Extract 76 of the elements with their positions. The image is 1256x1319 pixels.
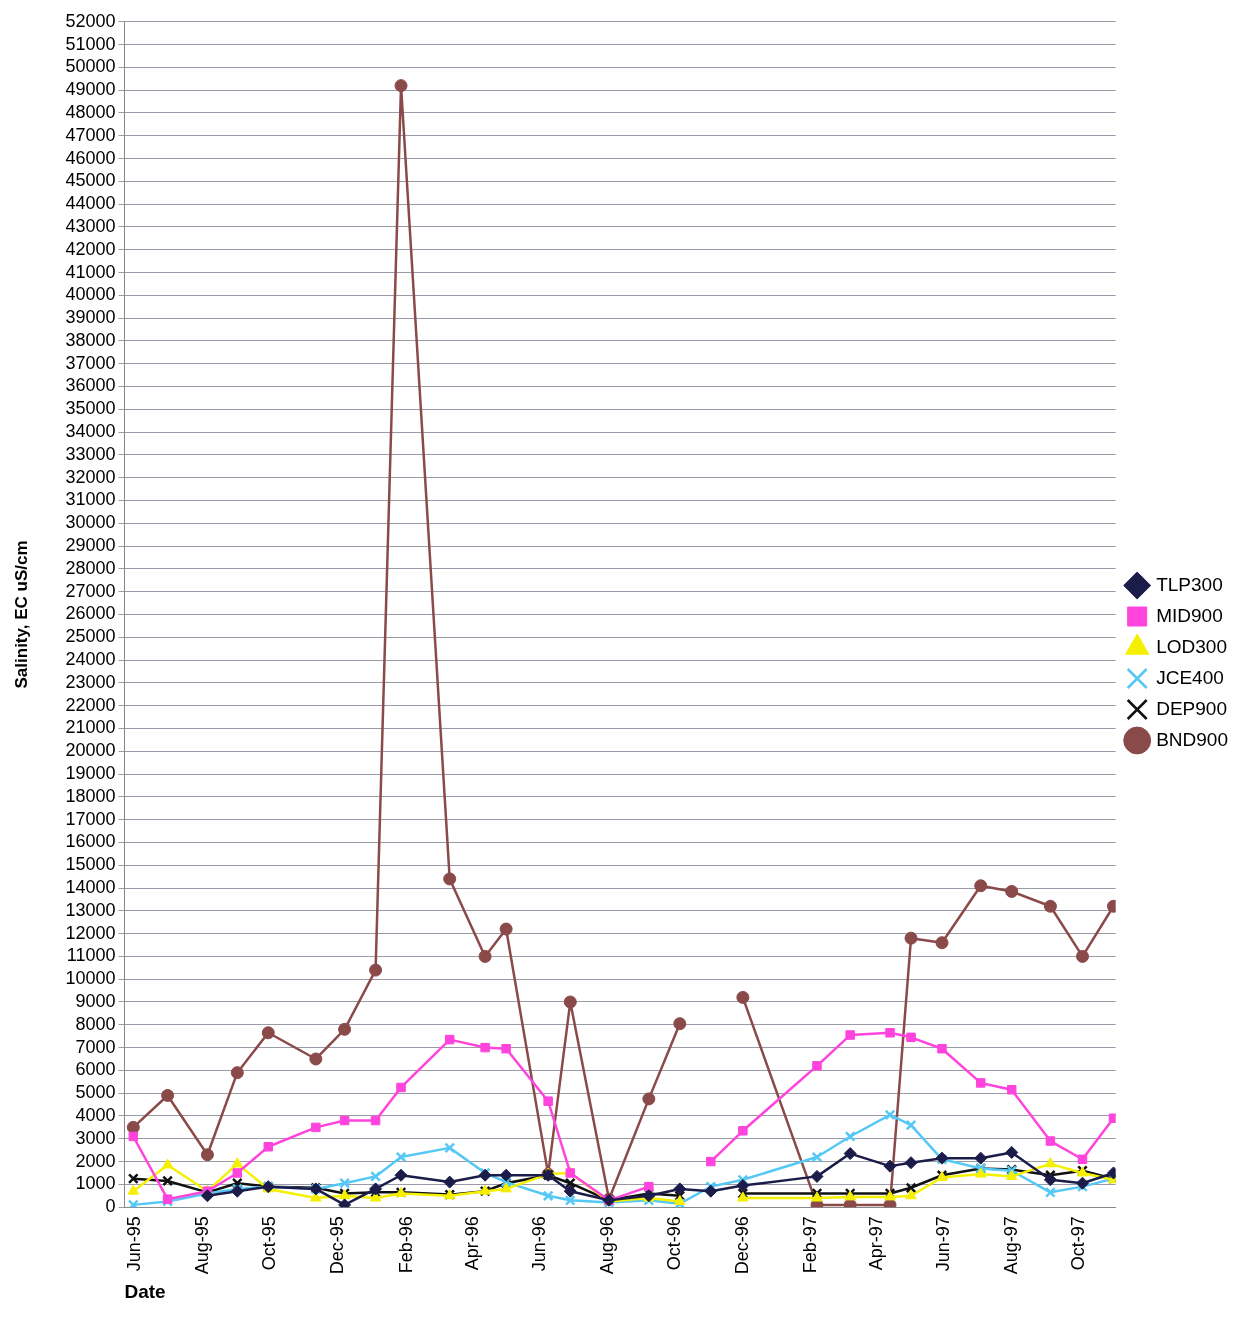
x-tick-label: Jun-96	[529, 1216, 550, 1272]
y-tick-label: 48000	[65, 101, 116, 122]
legend-label: LOD300	[1156, 635, 1227, 657]
y-tick-label: 7000	[75, 1036, 116, 1057]
y-tick-label: 6000	[75, 1059, 116, 1080]
legend-label: JCE400	[1156, 666, 1224, 688]
x-tick-label: Apr-97	[865, 1216, 886, 1271]
y-tick-label: 2000	[75, 1150, 116, 1171]
y-tick-label: 27000	[65, 580, 116, 601]
x-tick-label: Oct-96	[664, 1216, 685, 1271]
x-tick-label: Dec-95	[326, 1216, 347, 1275]
x-tick-label: Aug-95	[191, 1216, 212, 1275]
x-tick-label: Jun-95	[124, 1216, 145, 1272]
y-tick-label: 30000	[65, 512, 116, 533]
y-tick-label: 29000	[65, 535, 116, 556]
y-tick-label: 12000	[65, 922, 116, 943]
y-tick-label: 28000	[65, 557, 116, 578]
y-tick-label: 50000	[65, 56, 116, 77]
y-tick-label: 49000	[65, 79, 116, 100]
x-tick-label: Jun-97	[933, 1216, 954, 1272]
y-tick-label: 4000	[75, 1104, 116, 1125]
y-tick-label: 42000	[65, 238, 116, 259]
legend-label: DEP900	[1156, 697, 1227, 719]
y-tick-label: 35000	[65, 398, 116, 419]
x-tick-label: Apr-96	[461, 1216, 482, 1271]
y-tick-label: 43000	[65, 215, 116, 236]
y-tick-label: 19000	[65, 763, 116, 784]
y-tick-label: 44000	[65, 193, 116, 214]
y-tick-label: 38000	[65, 329, 116, 350]
y-tick-label: 20000	[65, 740, 116, 761]
y-tick-label: 15000	[65, 854, 116, 875]
y-tick-label: 18000	[65, 785, 116, 806]
y-tick-label: 25000	[65, 626, 116, 647]
legend-label: MID900	[1156, 604, 1223, 626]
y-tick-label: 51000	[65, 33, 116, 54]
y-tick-label: 5000	[75, 1082, 116, 1103]
y-tick-label: 47000	[65, 124, 116, 145]
y-tick-label: 32000	[65, 466, 116, 487]
y-tick-label: 0	[105, 1196, 116, 1217]
y-tick-label: 46000	[65, 147, 116, 168]
y-tick-label: 36000	[65, 375, 116, 396]
x-tick-label: Oct-95	[259, 1216, 280, 1271]
x-tick-label: Oct-97	[1068, 1216, 1089, 1271]
y-tick-label: 16000	[65, 831, 116, 852]
y-tick-label: 23000	[65, 671, 116, 692]
legend-label: BND900	[1156, 728, 1229, 750]
y-tick-label: 8000	[75, 1013, 116, 1034]
x-tick-label: Feb-96	[395, 1216, 416, 1274]
y-tick-label: 17000	[65, 808, 116, 829]
y-tick-label: 11000	[66, 945, 116, 966]
x-tick-label: Aug-97	[1000, 1216, 1021, 1275]
y-tick-label: 1000	[75, 1173, 116, 1194]
y-tick-label: 41000	[65, 261, 116, 282]
y-tick-label: 21000	[65, 717, 116, 738]
y-tick-label: 26000	[65, 603, 116, 624]
legend-label: TLP300	[1156, 573, 1223, 595]
y-tick-label: 14000	[65, 876, 116, 897]
x-tick-label: Dec-96	[731, 1216, 752, 1275]
y-tick-label: 31000	[65, 489, 116, 510]
y-tick-label: 52000	[65, 10, 116, 31]
y-tick-label: 10000	[65, 968, 116, 989]
y-tick-label: 9000	[75, 990, 116, 1011]
x-axis-title: Date	[124, 1280, 166, 1302]
y-tick-label: 45000	[65, 170, 116, 191]
y-tick-label: 40000	[65, 284, 116, 305]
y-tick-label: 22000	[65, 694, 116, 715]
y-axis-title: Salinity, EC uS/cm	[11, 540, 31, 689]
y-tick-label: 3000	[75, 1127, 116, 1148]
x-tick-label: Feb-97	[800, 1216, 821, 1274]
y-tick-label: 24000	[65, 649, 116, 670]
y-tick-label: 33000	[65, 443, 116, 464]
y-tick-label: 13000	[65, 899, 116, 920]
y-tick-label: 37000	[65, 352, 116, 373]
y-tick-label: 39000	[65, 307, 116, 328]
y-tick-label: 34000	[65, 421, 116, 442]
x-tick-label: Aug-96	[596, 1216, 617, 1275]
